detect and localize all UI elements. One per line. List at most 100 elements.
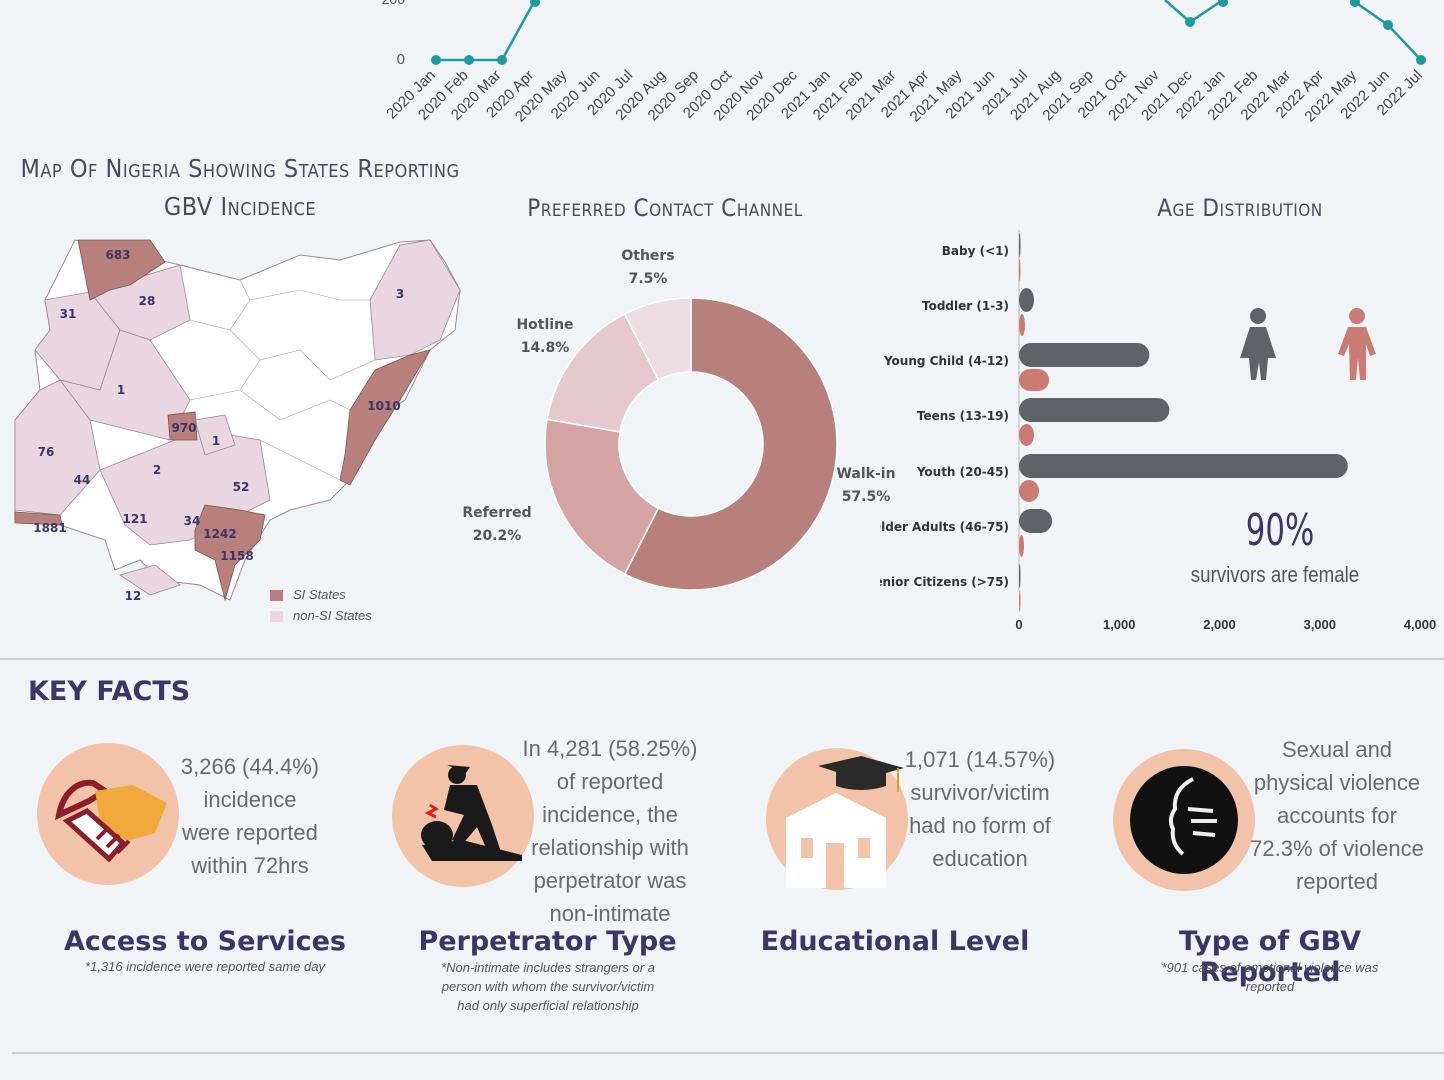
age-bar-chart: Baby (<1) Toddler (1-3) Young Child (4-12)… xyxy=(880,230,1437,632)
fact-perpetrator-note: *Non-intimate includes strangers or a pe… xyxy=(400,958,696,1015)
map-label: 1 xyxy=(212,434,220,448)
fact-line: 3,266 (44.4%) xyxy=(180,754,320,779)
perpetrator-icon xyxy=(421,765,522,861)
age-x-tick: 2,000 xyxy=(1203,617,1236,632)
age-bar xyxy=(1019,480,1040,502)
non-si-region-sw xyxy=(14,379,101,516)
legend-label: SI States xyxy=(293,587,346,602)
map-label: 1010 xyxy=(367,399,400,413)
non-si-region-north xyxy=(89,264,191,341)
age-bar xyxy=(1019,564,1021,588)
map-label: 1881 xyxy=(33,521,66,535)
slice-value-referred: 20.2% xyxy=(473,528,522,544)
female-stat-value: 90% xyxy=(1245,505,1315,556)
note-line: had only superficial relationship xyxy=(457,998,639,1013)
map-legend: SI States non-SI States xyxy=(270,587,372,629)
donut-slice-others xyxy=(623,297,692,381)
donut-slice-referred xyxy=(544,418,660,576)
fact-gbv-type-note: *901 cases of emotional violence was rep… xyxy=(1135,958,1405,996)
contact-donut-chart: Others 7.5% Hotline 14.8% Referred 20.2%… xyxy=(462,248,896,591)
si-state-1881 xyxy=(14,511,63,526)
line-point xyxy=(1383,20,1393,30)
age-x-tick: 4,000 xyxy=(1404,617,1437,632)
line-point xyxy=(431,55,441,65)
legend-swatch xyxy=(270,590,283,602)
age-category-label: Older Adults (46-75) xyxy=(880,520,1009,534)
map-label: 76 xyxy=(38,445,55,459)
line-point xyxy=(464,55,474,65)
age-category-label: Toddler (1-3) xyxy=(922,299,1009,313)
line-point xyxy=(497,55,507,65)
age-bar xyxy=(1019,288,1035,312)
si-state-683 xyxy=(77,239,166,301)
y-tick-200: 200 xyxy=(382,0,406,7)
slice-label-hotline: Hotline xyxy=(516,317,573,333)
key-facts-heading: KEY FACTS xyxy=(28,676,191,707)
line-point xyxy=(1185,17,1195,27)
map-label: 28 xyxy=(139,294,156,308)
si-state-1242 xyxy=(194,504,266,602)
non-si-region-mid xyxy=(194,414,236,456)
age-bar xyxy=(1019,424,1035,446)
age-bar xyxy=(1019,398,1170,422)
fact-line: relationship with xyxy=(531,835,689,860)
school-icon xyxy=(786,756,904,888)
age-bar xyxy=(1019,369,1050,391)
fact-line: non-intimate xyxy=(549,901,671,926)
fact-perpetrator-title: Perpetrator Type xyxy=(418,926,677,957)
fact-gbv-type-text: Sexual and physical violence accounts fo… xyxy=(1232,733,1442,898)
fact-line: 72.3% of violence xyxy=(1250,836,1424,861)
y-tick-0: 0 xyxy=(397,51,405,68)
age-title: Age Distribution xyxy=(1157,194,1323,222)
fact-perpetrator-text: In 4,281 (58.25%) of reported incidence,… xyxy=(510,732,710,930)
fact-access-note: *1,316 incidence were reported same day xyxy=(40,957,370,976)
fact-access-title: Access to Services xyxy=(64,926,346,957)
age-category-label: Baby (<1) xyxy=(942,244,1009,258)
map-label: 683 xyxy=(105,248,130,262)
map-title-line-2: GBV Incidence xyxy=(163,192,317,221)
age-bar xyxy=(1019,590,1021,612)
silenced-face-icon xyxy=(1130,766,1238,874)
line-point xyxy=(1218,0,1228,7)
map-label: 52 xyxy=(233,480,250,494)
male-figure-icon xyxy=(1240,308,1276,380)
map-label: 31 xyxy=(60,307,77,321)
age-bar xyxy=(1019,314,1026,336)
line-point xyxy=(1350,0,1360,7)
fact-line: perpetrator was xyxy=(533,868,687,893)
donut-slice-walkin xyxy=(623,297,838,591)
fact-line: survivor/victim xyxy=(910,780,1050,805)
note-line: person with whom the survivor/victim xyxy=(441,979,655,994)
line-series-a xyxy=(436,0,537,62)
non-si-region-ne xyxy=(369,239,461,361)
map-label: 1242 xyxy=(203,527,236,541)
note-line: *901 cases of emotional violence was xyxy=(1161,960,1379,975)
school-icon-circle xyxy=(766,748,908,890)
age-category-label: Senior Citizens (>75) xyxy=(880,575,1009,589)
map-label: 970 xyxy=(171,421,196,435)
fact-line: physical violence xyxy=(1253,770,1421,795)
map-label: 121 xyxy=(122,512,147,526)
handshake-icon-circle xyxy=(37,743,179,885)
map-label: 34 xyxy=(184,514,201,528)
age-bar xyxy=(1019,259,1021,281)
si-state-970 xyxy=(167,411,198,441)
legend-label: non-SI States xyxy=(293,608,372,623)
perpetrator-icon-circle xyxy=(392,745,534,887)
age-bar xyxy=(1019,233,1021,257)
slice-label-walkin: Walk-in xyxy=(836,466,895,482)
divider-top xyxy=(0,658,1444,660)
age-x-tick: 0 xyxy=(1015,617,1022,632)
fact-access-text: 3,266 (44.4%) incidence were reported wi… xyxy=(150,750,350,882)
legend-si-states: SI States xyxy=(270,587,372,602)
fact-line: In 4,281 (58.25%) xyxy=(522,736,698,761)
fact-line: education xyxy=(932,846,1028,871)
map-label: 1158 xyxy=(220,549,253,563)
fact-line: reported xyxy=(1296,869,1378,894)
fact-line: were reported xyxy=(182,820,318,845)
slice-value-others: 7.5% xyxy=(629,271,668,287)
age-bar xyxy=(1019,454,1348,478)
map-title-line-1: Map Of Nigeria Showing States Reporting xyxy=(20,154,460,183)
age-x-tick: 3,000 xyxy=(1303,617,1336,632)
